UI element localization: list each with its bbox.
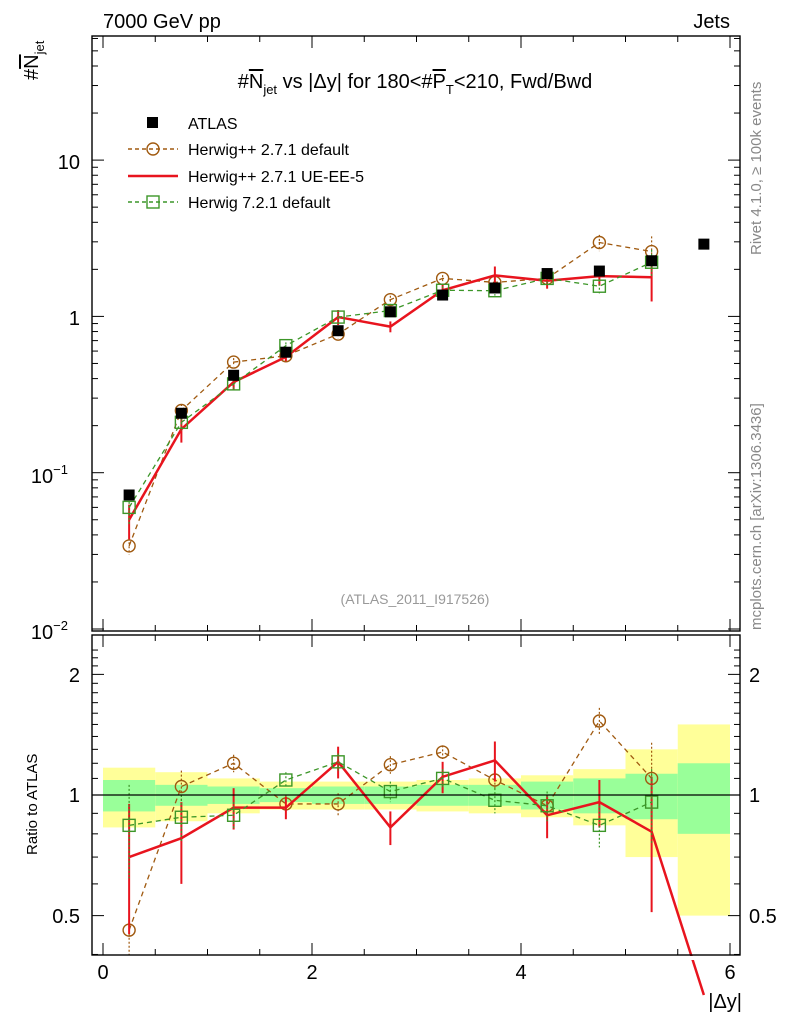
ratio-marker-herwig7-default: [435, 771, 450, 786]
atlas-data-point: [541, 268, 553, 280]
main-tick-label-0.1: 10−1: [31, 462, 68, 488]
legend-marker-herwigpp-default: [146, 142, 160, 156]
ratio-marker-herwigpp-default: [174, 779, 189, 794]
ratio-marker-herwig7-default: [644, 795, 659, 809]
main-tick-label-10: 10: [58, 152, 80, 174]
main-marker-herwig7-default: [331, 310, 345, 324]
x-tick-label-6: 6: [724, 962, 735, 984]
ratio-marker-herwigpp-default: [383, 758, 398, 772]
atlas-data-point: [384, 306, 396, 318]
main-marker-herwigpp-default: [226, 355, 241, 369]
atlas-data-point: [698, 238, 710, 250]
legend-label-atlas: ATLAS: [188, 116, 238, 133]
legend-marker-herwig7-default: [146, 195, 160, 209]
ratio-marker-herwig7-default: [279, 773, 293, 787]
atlas-data-point: [175, 407, 187, 419]
ratio-tick-right-0.5: 0.5: [749, 906, 777, 928]
x-tick-label-4: 4: [515, 962, 526, 984]
main-marker-herwigpp-default: [383, 292, 398, 307]
ratio-band-inner: [677, 763, 730, 834]
ratio-marker-herwigpp-default: [226, 756, 241, 770]
ratio-line-1: [128, 758, 706, 996]
ratio-tick-left-1: 1: [69, 785, 80, 807]
x-tick-label-2: 2: [306, 962, 317, 984]
ratio-marker-herwigpp-default: [435, 745, 450, 759]
legend-label-herwig7-default: Herwig 7.2.1 default: [188, 195, 331, 212]
ratio-marker-herwig7-default: [174, 810, 189, 824]
main-frame: [91, 35, 741, 632]
x-tick-label-0: 0: [97, 962, 108, 984]
ratio-tick-left-0.5: 0.5: [52, 906, 80, 928]
ratio-ylabel: Ratio to ATLAS: [24, 754, 41, 855]
main-tick-label-1: 1: [69, 308, 80, 330]
legend-marker-atlas: [147, 117, 158, 128]
atlas-data-point: [280, 346, 292, 358]
x-axis-label: |Δy|: [708, 991, 742, 1013]
ratio-tick-right-2: 2: [749, 665, 760, 687]
ratio-marker-herwig7-default: [540, 799, 554, 813]
main-marker-herwig7-default: [592, 279, 607, 293]
atlas-data-point: [123, 489, 135, 501]
main-marker-herwigpp-default: [592, 235, 607, 250]
ratio-marker-herwig7-default: [122, 818, 136, 833]
ratio-marker-herwig7-default: [383, 784, 398, 799]
main-tick-label-0.01: 10−2: [31, 618, 68, 644]
atlas-data-point: [646, 255, 658, 267]
atlas-data-point: [437, 289, 449, 301]
ratio-tick-left-2: 2: [69, 665, 80, 687]
ratio-marker-herwigpp-default: [331, 797, 345, 811]
ratio-overflow-mask: [0, 956, 786, 960]
ratio-marker-herwig7-default: [592, 818, 607, 833]
rivet-label: Rivet 4.1.0, ≥ 100k events: [748, 82, 765, 255]
main-marker-herwigpp-default: [122, 539, 136, 553]
atlas-data-point: [593, 265, 605, 277]
ratio-tick-right-1: 1: [749, 785, 760, 807]
process-label: Jets: [693, 11, 730, 33]
atlas-data-point: [489, 282, 501, 294]
ratio-marker-herwig7-default: [331, 755, 345, 769]
atlas-data-point: [332, 325, 344, 337]
main-ylabel: #Njet: [21, 40, 47, 80]
atlas-data-point: [228, 369, 240, 381]
analysis-watermark: (ATLAS_2011_I917526): [341, 591, 490, 607]
mcplots-label: mcplots.cern.ch [arXiv:1306.3436]: [748, 403, 765, 630]
title-n: N: [249, 71, 263, 93]
ratio-marker-herwigpp-default: [592, 714, 607, 728]
main-line-0: [128, 241, 652, 547]
ratio-frame: [91, 634, 741, 956]
plot-title: #Njet vs |Δy| for 180<#PT<210, Fwd/Bwd: [238, 71, 593, 97]
ratio-marker-herwig7-default: [226, 808, 241, 822]
main-marker-herwig7-default: [122, 500, 136, 515]
legend: ATLAS Herwig++ 2.7.1 default Herwig++ 2.…: [128, 116, 364, 212]
ratio-marker-herwig7-default: [488, 793, 502, 808]
legend-label-herwigpp-ueee5: Herwig++ 2.7.1 UE-EE-5: [188, 169, 364, 186]
legend-label-herwigpp-default: Herwig++ 2.7.1 default: [188, 142, 350, 159]
energy-label: 7000 GeV pp: [103, 11, 221, 33]
ratio-line-0: [128, 719, 653, 931]
